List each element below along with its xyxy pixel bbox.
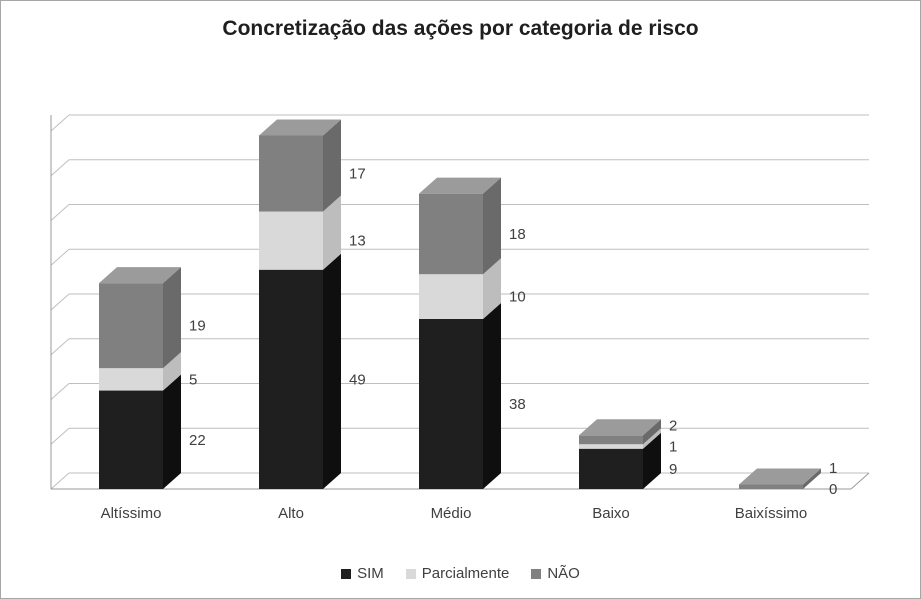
gridline-depth-icon (50, 338, 70, 356)
bar-side-face (483, 302, 501, 489)
value-label: 0 (829, 481, 837, 498)
legend-label: Parcialmente (421, 565, 510, 582)
bar-segment (259, 135, 323, 212)
value-label: 1 (669, 438, 677, 455)
gridline-depth-icon (50, 204, 70, 221)
bar-segment (579, 435, 643, 445)
legend-swatch-icon (405, 568, 416, 579)
value-label: 1 (829, 460, 837, 477)
bar-segment (419, 274, 483, 319)
category-label: Baixíssimo (735, 505, 808, 522)
value-label: 5 (189, 371, 197, 388)
bar-segment (419, 193, 483, 275)
bar-top-face (739, 468, 821, 485)
gridline-depth-icon (50, 159, 70, 177)
bar-side-face (483, 258, 501, 319)
bar-side-face (643, 432, 661, 489)
value-label: 17 (349, 166, 366, 183)
value-label: 2 (669, 417, 677, 434)
bar-side-face (163, 352, 181, 391)
bar-segment (99, 390, 163, 489)
value-label: 49 (349, 371, 366, 388)
gridline-depth-icon (50, 472, 70, 490)
legend-swatch-icon (341, 568, 352, 579)
bar-side-face (643, 428, 661, 449)
legend-label: SIM (357, 565, 384, 582)
gridline-depth-icon (50, 114, 70, 132)
gridline-depth-icon (50, 383, 70, 400)
bar-side-face (323, 119, 341, 212)
bar-segment (579, 448, 643, 489)
bar-side-face (323, 253, 341, 489)
bar-segment (259, 211, 323, 270)
floor-right-edge (850, 472, 870, 490)
value-label: 10 (509, 289, 526, 306)
gridline-depth-icon (50, 293, 70, 311)
category-label: Altíssimo (101, 505, 162, 522)
gridline-depth-icon (50, 427, 70, 445)
value-label: 9 (669, 461, 677, 478)
bar-side-face (323, 195, 341, 270)
bar-segment (99, 368, 163, 391)
legend-item: NÃO (531, 565, 580, 582)
chart-title: Concretização das ações por categoria de… (222, 17, 699, 40)
bar-top-face (99, 267, 181, 284)
category-label: Médio (431, 505, 472, 522)
bar-segment (419, 318, 483, 489)
legend-item: Parcialmente (405, 565, 510, 582)
gridline-depth-icon (50, 248, 70, 266)
value-label: 19 (189, 318, 206, 335)
bar-segment (739, 484, 803, 489)
value-label: 22 (189, 432, 206, 449)
bar-top-face (579, 419, 661, 436)
legend-item: SIM (341, 565, 384, 582)
bar-side-face (163, 267, 181, 369)
value-label: 18 (509, 226, 526, 243)
bar-segment (579, 444, 643, 449)
bar-segment (259, 269, 323, 489)
bar-side-face (163, 374, 181, 489)
bar-side-face (643, 419, 661, 445)
value-label: 38 (509, 396, 526, 413)
bar-side-face (483, 177, 501, 275)
bar-top-face (419, 177, 501, 194)
category-label: Baixo (592, 505, 630, 522)
bar-segment (99, 283, 163, 369)
chart-legend: SIM Parcialmente NÃO (1, 565, 920, 582)
legend-swatch-icon (531, 568, 542, 579)
value-label: 13 (349, 233, 366, 250)
legend-label: NÃO (547, 565, 580, 582)
bar-side-face (803, 468, 821, 489)
bar-top-face (259, 119, 341, 136)
category-label: Alto (278, 505, 304, 522)
